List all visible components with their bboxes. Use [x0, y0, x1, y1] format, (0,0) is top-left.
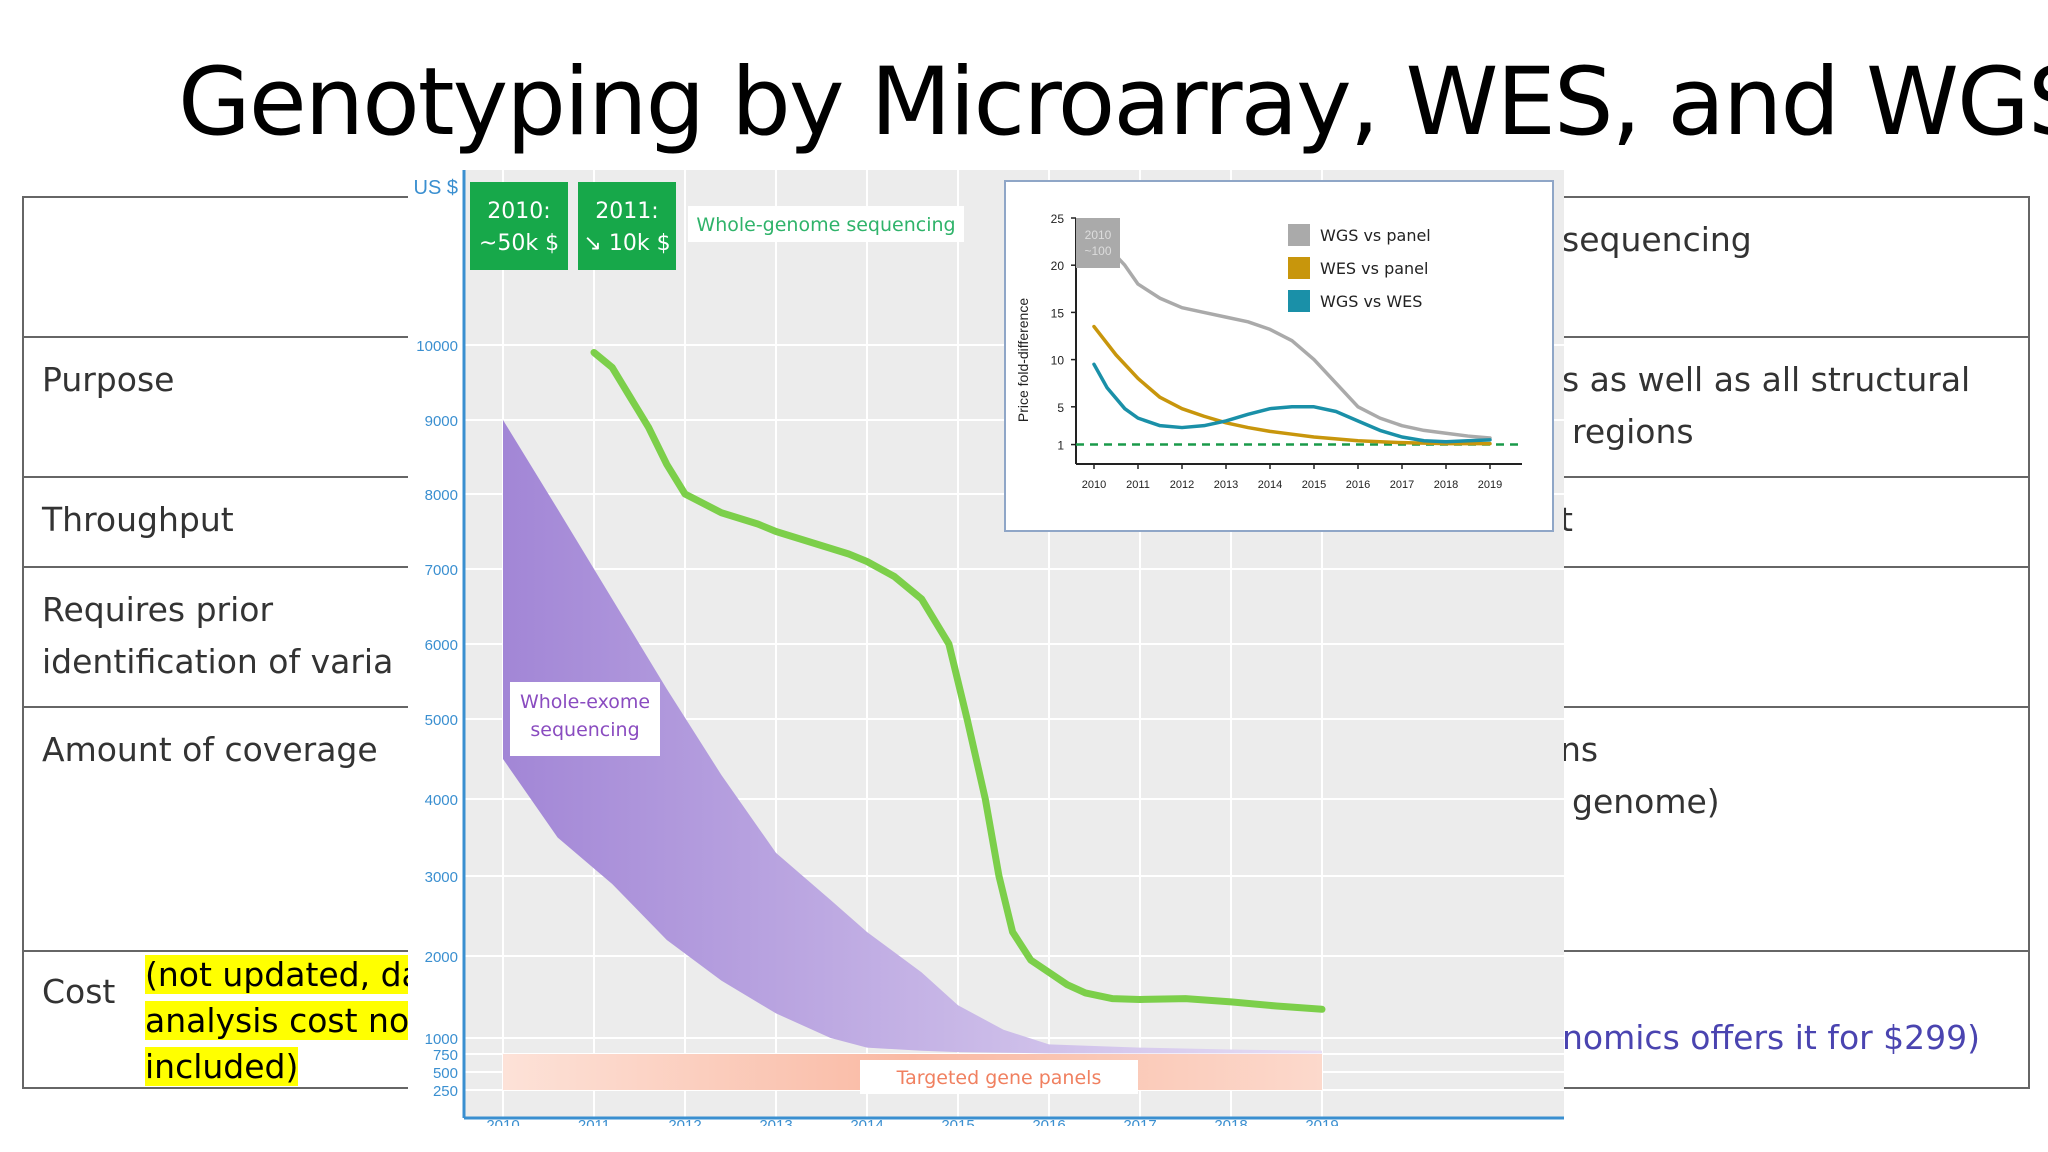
- x-tick-label: 2012: [668, 1117, 701, 1126]
- callout-2010-line-1: 2010:: [487, 199, 550, 224]
- y-tick-label: 9000: [425, 413, 458, 430]
- cost-note-line-2: analysis cost not: [145, 1001, 423, 1040]
- callout-2011: [578, 182, 676, 270]
- y-tick-label: 3000: [425, 869, 458, 886]
- x-tick-label: 2011: [578, 1117, 610, 1126]
- inset-badge-line-1: 2010: [1085, 228, 1112, 242]
- inset-badge-line-2: ~100: [1084, 244, 1111, 258]
- inset-y-tick-label: 15: [1051, 306, 1065, 320]
- y-tick-label: 4000: [425, 792, 458, 809]
- row-right-coverage-2: genome): [1572, 782, 1720, 821]
- row-right-coverage-1: ns: [1560, 730, 1599, 769]
- x-tick-label: 2015: [941, 1117, 974, 1126]
- x-tick-label: 2014: [850, 1117, 883, 1126]
- inset-y-axis-label: Price fold-difference: [1015, 298, 1031, 422]
- cost-note-line-3: included): [145, 1047, 299, 1086]
- inset-y-tick-label: 1: [1057, 439, 1064, 453]
- inset-series-layer: [1092, 244, 1492, 446]
- inset-x-tick-label: 2017: [1390, 479, 1414, 491]
- inset-legend-swatch: [1288, 257, 1310, 279]
- inset-x-tick-label: 2018: [1434, 479, 1458, 491]
- inset-x-tick-label: 2015: [1302, 479, 1326, 491]
- header-right-text: sequencing: [1562, 220, 1752, 259]
- y-tick-labels: 10000 9000 8000 7000 6000 5000 4000 3000 2000 100…: [416, 338, 458, 1100]
- row-label-requires-1: Requires prior: [42, 590, 274, 629]
- y-tick-label: 7000: [425, 562, 458, 579]
- panel-series-label: Targeted gene panels: [896, 1067, 1102, 1089]
- wgs-line: [590, 349, 1326, 1013]
- cost-note-line-1: (not updated, da: [145, 955, 422, 994]
- x-tick-label: 2019: [1305, 1117, 1338, 1126]
- row-right-purpose-2: regions: [1572, 412, 1694, 451]
- wgs-label-box: [688, 206, 964, 242]
- y-tick-label: 5000: [425, 712, 458, 729]
- y-tick-label: 250: [433, 1083, 458, 1100]
- inset-x-tick-label: 2016: [1346, 479, 1370, 491]
- x-tick-label: 2018: [1214, 1117, 1247, 1126]
- inset-legend-label: WGS vs panel: [1320, 226, 1431, 245]
- y-tick-label: 10000: [416, 338, 458, 355]
- y-axis-label: US $: [414, 177, 458, 199]
- inset-x-tick-label: 2011: [1126, 479, 1150, 491]
- x-tick-label: 2010: [486, 1117, 519, 1126]
- callout-2011-line-1: 2011:: [595, 199, 658, 224]
- inset-corner-badge: [1076, 218, 1120, 268]
- wes-series-label-line-2: sequencing: [530, 719, 639, 741]
- row-label-cost: Cost: [42, 972, 116, 1011]
- table-border-right: [2028, 196, 2030, 1089]
- y-tick-label: 2000: [425, 949, 458, 966]
- wes-band: [503, 420, 1322, 1054]
- row-right-purpose-1: s as well as all structural: [1562, 360, 1971, 399]
- inset-legend: WGS vs panel WES vs panel WGS vs WES: [1288, 224, 1431, 312]
- inset-y-tick-label: 20: [1051, 259, 1065, 273]
- inset-x-tick-label: 2014: [1258, 479, 1282, 491]
- inset-x-tick-labels: 2010 2011 2012 2013 2014 2015 2016 2017 2018 2019: [1082, 464, 1502, 491]
- y-tick-label: 750: [433, 1047, 458, 1064]
- inset-series-line: [1092, 324, 1492, 446]
- x-tick-label: 2017: [1123, 1117, 1156, 1126]
- inset-x-tick-label: 2010: [1082, 479, 1106, 491]
- inset-y-tick-labels: 25 20 15 10 5 1: [1051, 212, 1076, 453]
- comparison-table: sequencing Purpose s as well as all stru…: [22, 196, 2030, 1089]
- x-tick-label: 2016: [1032, 1117, 1065, 1126]
- inset-legend-swatch: [1288, 224, 1310, 246]
- y-tick-label: 8000: [425, 487, 458, 504]
- row-right-cost: nomics offers it for $299): [1562, 1018, 1981, 1057]
- inset-series-line: [1105, 244, 1492, 440]
- inset-series-line: [1092, 362, 1492, 444]
- inset-x-tick-label: 2012: [1170, 479, 1194, 491]
- callout-2011-line-2: ↘ 10k $: [583, 231, 670, 256]
- cost-note: (not updated, da analysis cost not inclu…: [145, 952, 423, 1090]
- x-tick-label: 2013: [759, 1117, 792, 1126]
- row-label-purpose: Purpose: [42, 360, 175, 399]
- callout-2010-line-2: ~50k $: [479, 231, 559, 256]
- inset-y-tick-label: 25: [1051, 212, 1065, 226]
- panel-label-box: [860, 1060, 1138, 1094]
- wgs-series-label: Whole-genome sequencing: [696, 214, 955, 236]
- table-border-left: [22, 196, 24, 1089]
- inset-x-tick-label: 2019: [1478, 479, 1502, 491]
- inset-legend-swatch: [1288, 290, 1310, 312]
- wes-label-box: [510, 682, 660, 756]
- inset-x-tick-label: 2013: [1214, 479, 1238, 491]
- row-label-coverage: Amount of coverage: [42, 730, 378, 769]
- x-tick-labels: 2010 2011 2012 2013 2014 2015 2016 2017 2018 2019: [486, 1117, 1338, 1126]
- inset-y-tick-label: 10: [1051, 354, 1065, 368]
- slide-title: Genotyping by Microarray, WES, and WGS: [178, 48, 2048, 157]
- callout-2010: [470, 182, 568, 270]
- inset-legend-label: WES vs panel: [1320, 259, 1428, 278]
- y-tick-label: 6000: [425, 637, 458, 654]
- row-label-throughput: Throughput: [42, 500, 234, 539]
- inset-legend-label: WGS vs WES: [1320, 292, 1422, 311]
- y-tick-label: 500: [433, 1065, 458, 1082]
- row-label-requires-2: identification of varia: [42, 642, 394, 681]
- inset-y-tick-label: 5: [1057, 401, 1064, 415]
- y-tick-label: 1000: [425, 1031, 458, 1048]
- wes-series-label-line-1: Whole-exome: [520, 691, 650, 713]
